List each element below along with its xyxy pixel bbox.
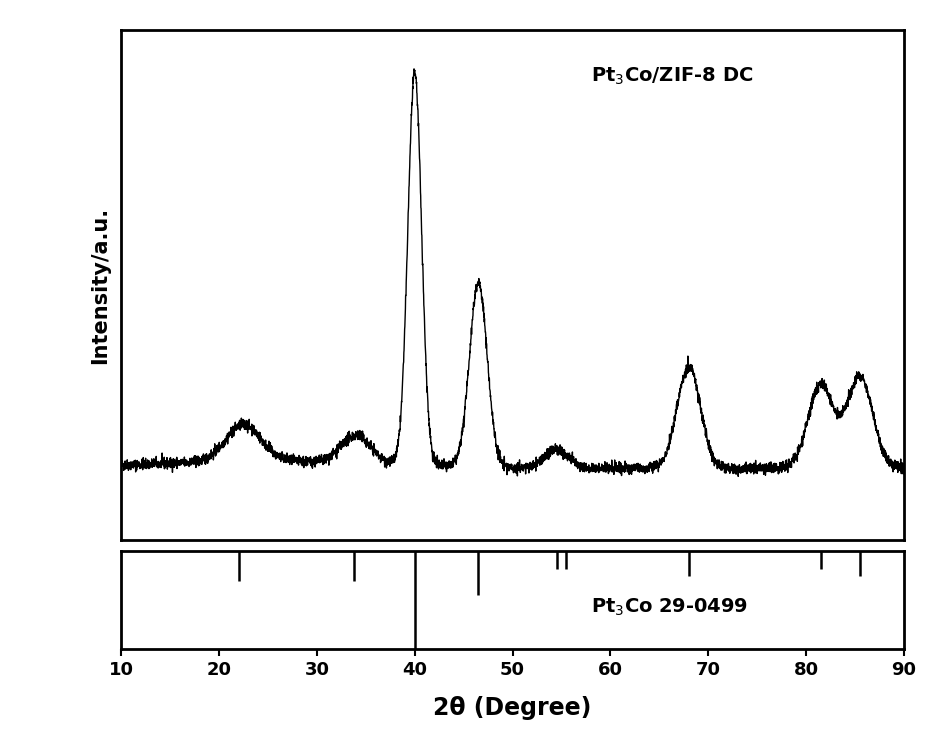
Y-axis label: Intensity/a.u.: Intensity/a.u.: [90, 206, 110, 364]
Text: 2θ (Degree): 2θ (Degree): [433, 696, 592, 720]
Text: Pt$_3$Co/ZIF-8 DC: Pt$_3$Co/ZIF-8 DC: [591, 66, 753, 87]
Text: Pt$_3$Co 29-0499: Pt$_3$Co 29-0499: [591, 597, 748, 619]
